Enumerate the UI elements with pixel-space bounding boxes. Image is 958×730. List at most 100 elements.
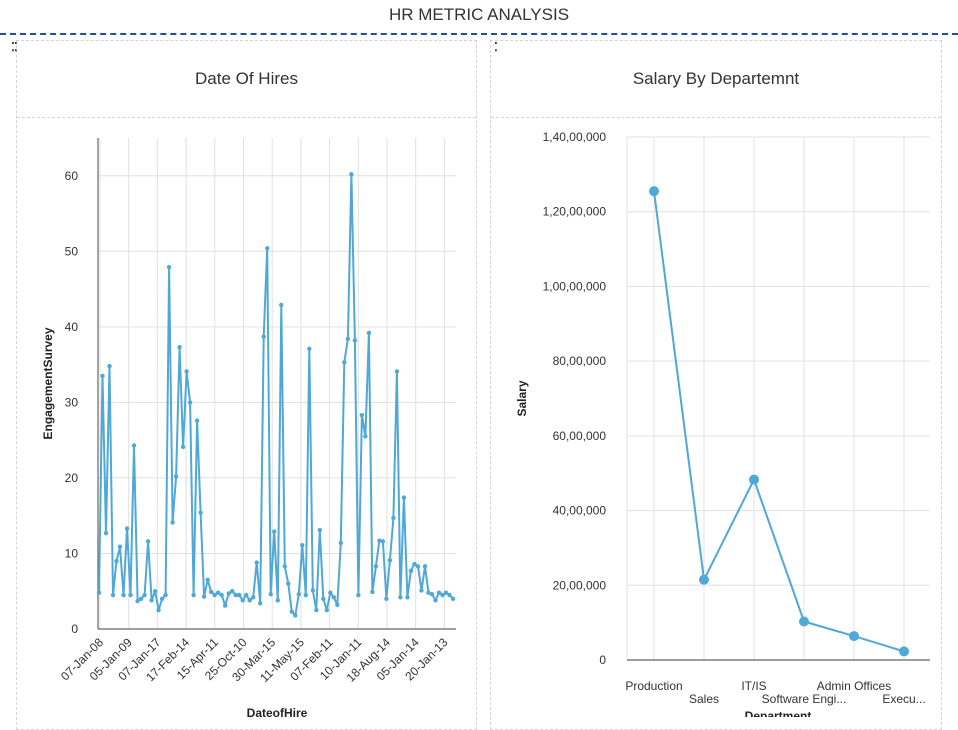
data-point (135, 598, 140, 604)
data-point (342, 360, 347, 365)
data-point (419, 588, 424, 593)
data-point (233, 592, 238, 598)
data-point (180, 444, 186, 450)
data-point (314, 607, 319, 613)
data-point (436, 590, 442, 595)
data-point (240, 598, 245, 603)
data-point (226, 591, 231, 596)
data-point (422, 564, 428, 569)
data-point (366, 330, 372, 336)
data-point (412, 561, 417, 567)
data-point (324, 607, 330, 613)
data-point (345, 336, 351, 342)
y-tick-label: 1,00,00,000 (543, 279, 607, 293)
data-point (335, 602, 340, 608)
data-point (356, 592, 361, 598)
data-point (194, 418, 200, 423)
y-tick-label: 0 (599, 653, 606, 667)
dashboard-title: HR METRIC ANALYSIS (388, 5, 570, 24)
data-point (268, 592, 273, 597)
chart-title: Date Of Hires (195, 69, 298, 88)
data-point (331, 595, 337, 600)
x-tick-label: Software Engi... (762, 692, 847, 706)
panel-date-of-hires[interactable]: Date Of Hires (16, 40, 477, 730)
data-point (415, 564, 421, 569)
series-line (653, 191, 905, 653)
data-point (359, 413, 365, 418)
data-point (380, 539, 386, 544)
data-point (159, 596, 165, 601)
data-point (128, 592, 133, 598)
data-point (363, 434, 368, 439)
data-point (163, 592, 168, 598)
y-tick-label: 80,00,000 (553, 354, 607, 368)
data-point (244, 592, 249, 598)
data-point (373, 564, 379, 569)
data-point (279, 302, 284, 308)
y-axis-title: Salary (515, 380, 529, 416)
data-point (265, 246, 270, 251)
data-point (352, 338, 358, 343)
data-point (219, 592, 224, 598)
data-point (349, 172, 354, 177)
data-point (205, 577, 210, 583)
panel-header: Salary By Departemnt (491, 41, 941, 118)
data-point (408, 568, 414, 574)
x-tick-label: Admin Offices (817, 679, 891, 693)
x-tick-label: IT/IS (741, 679, 766, 693)
data-point (405, 595, 410, 600)
drag-handle-icon[interactable]: ⁚⁚ (11, 40, 18, 54)
data-point (272, 529, 277, 534)
data-point (799, 616, 809, 627)
data-point (328, 590, 333, 595)
data-point (96, 590, 102, 595)
data-point (321, 596, 326, 601)
data-point (170, 520, 175, 525)
data-point (173, 474, 179, 479)
y-tick-label: 1,40,00,000 (543, 130, 607, 144)
data-point (849, 631, 859, 642)
x-axis-title: DateofHire (247, 706, 308, 717)
data-point (114, 558, 119, 564)
data-point (370, 589, 375, 595)
data-point (251, 595, 256, 600)
data-point (447, 592, 452, 598)
data-point (384, 596, 389, 601)
data-point (247, 598, 252, 603)
data-point (401, 495, 407, 500)
y-tick-label: 60,00,000 (553, 429, 607, 443)
series-line (98, 173, 454, 617)
data-point (212, 592, 217, 598)
x-axis-title: Department (745, 709, 812, 717)
data-point (699, 574, 709, 585)
x-tick-label: Sales (689, 692, 719, 706)
data-point (236, 592, 242, 598)
y-tick-label: 50 (65, 244, 79, 258)
data-point (443, 590, 449, 595)
data-point (303, 592, 308, 598)
data-point (749, 474, 759, 485)
data-point (124, 526, 130, 531)
data-point (107, 363, 112, 369)
y-tick-label: 60 (65, 169, 79, 183)
data-point (254, 560, 259, 565)
data-point (398, 595, 403, 600)
y-tick-label: 1,20,00,000 (543, 205, 607, 219)
title-divider (0, 33, 958, 35)
data-point (275, 598, 280, 603)
y-tick-label: 10 (65, 546, 79, 560)
x-tick-label: Production (625, 679, 682, 693)
data-point (201, 594, 207, 599)
y-tick-label: 30 (65, 395, 79, 409)
data-point (293, 613, 298, 618)
data-point (300, 542, 305, 548)
data-point (187, 400, 193, 405)
y-axis-title: EngagementSurvey (41, 327, 55, 439)
data-point (229, 589, 235, 594)
data-point (649, 186, 659, 197)
data-point (317, 527, 323, 533)
drag-handle-icon[interactable]: ⁚ (494, 40, 498, 54)
data-point (426, 590, 431, 595)
data-point (166, 264, 172, 270)
